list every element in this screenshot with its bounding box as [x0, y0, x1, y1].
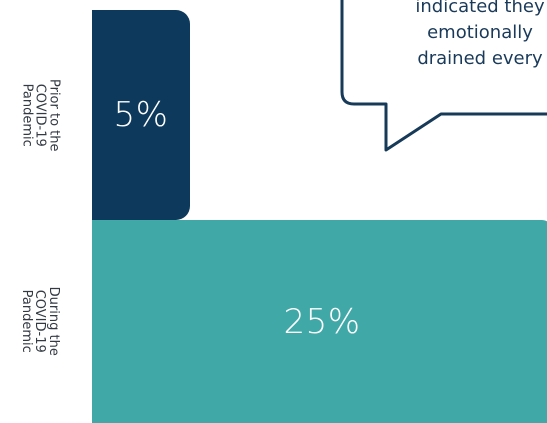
- callout-text: indicated they emotionally drained every: [415, 0, 545, 69]
- bar-value-label-during: 25%: [283, 301, 361, 342]
- bar-prior-pandemic: 5%: [92, 10, 190, 220]
- bar-value-label-prior: 5%: [113, 95, 169, 135]
- category-label-during: During the COVID-19 Pandemic: [19, 286, 62, 357]
- category-label-prior: Prior to the COVID-19 Pandemic: [19, 78, 62, 152]
- bar-during-pandemic: 25%: [92, 220, 547, 423]
